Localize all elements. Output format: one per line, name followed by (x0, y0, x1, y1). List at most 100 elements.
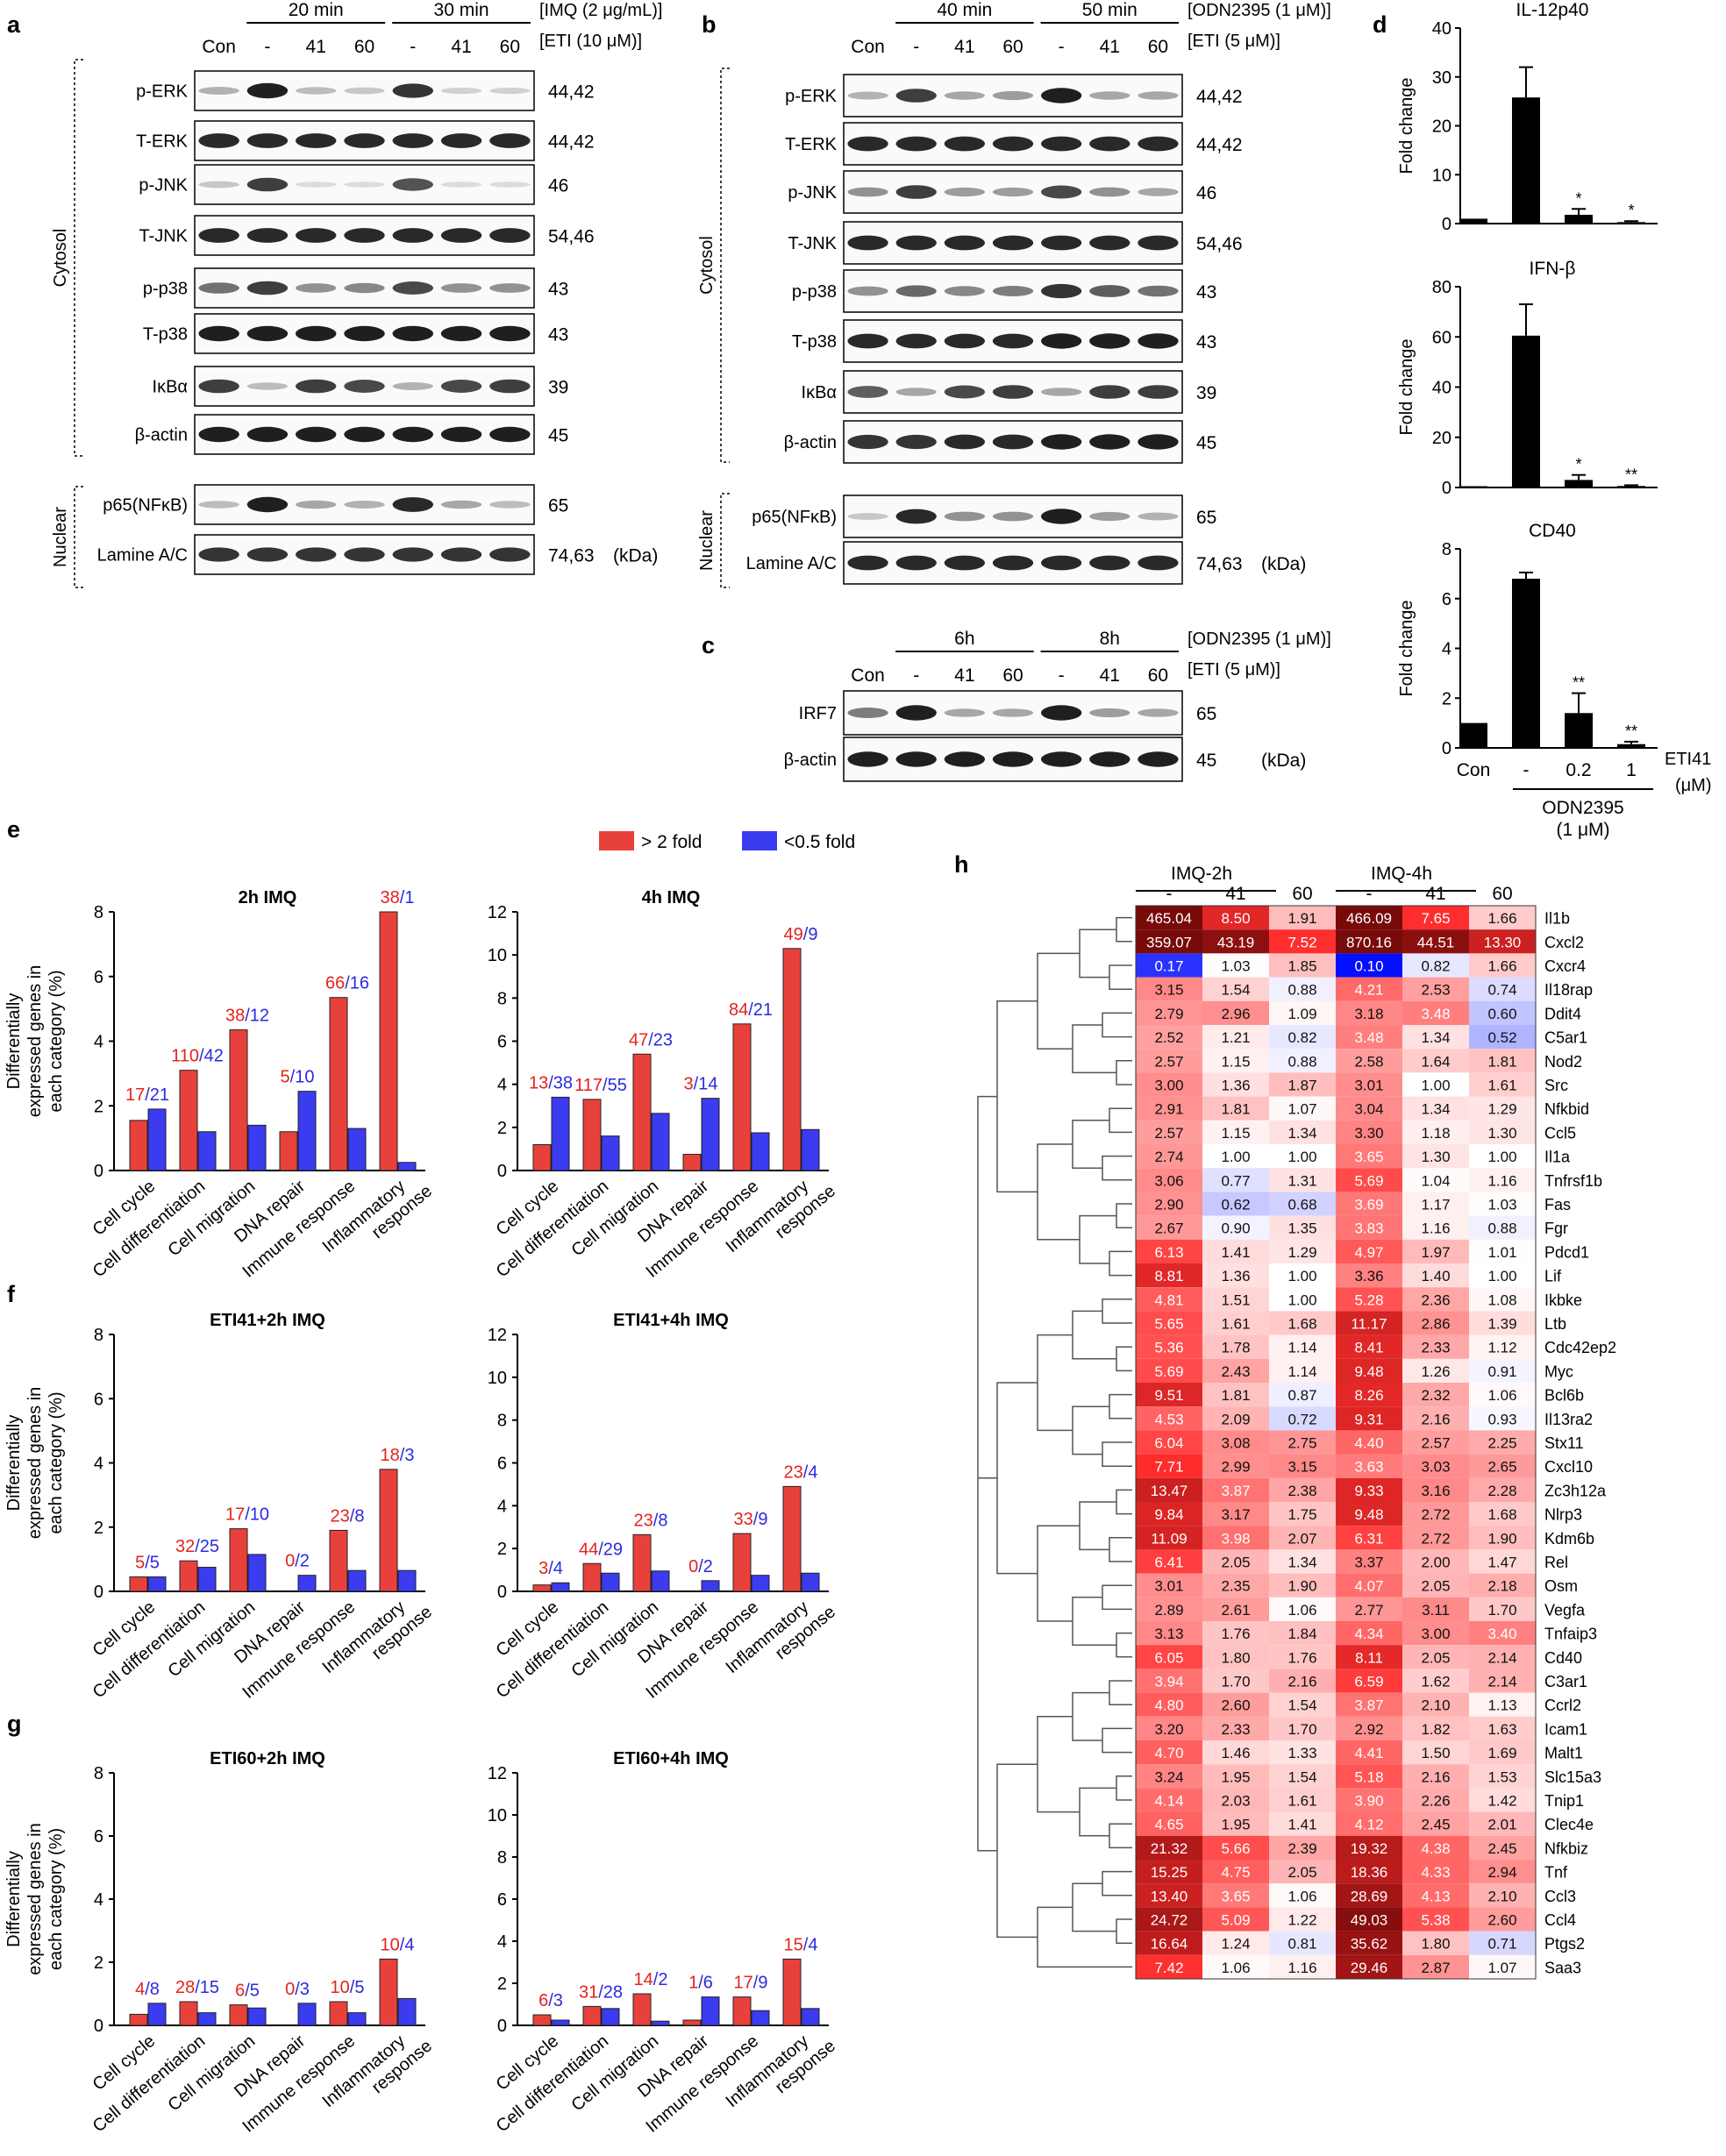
time-label: 30 min (434, 0, 489, 20)
blot-kda: 43 (1196, 282, 1216, 302)
heatmap-row: 4.65 1.95 1.41 4.12 2.45 2.01 Clec4e (1136, 1811, 1594, 1836)
heatmap-column-label: 41 (1425, 884, 1445, 904)
panel-letter-b: b (702, 11, 717, 38)
heatmap-cell (1136, 1764, 1202, 1789)
heatmap-value: 1.00 (1487, 1149, 1516, 1165)
heatmap-cell (1202, 1096, 1269, 1121)
heatmap-value: 2.79 (1154, 1006, 1183, 1022)
blot-band (198, 325, 239, 342)
count-sep: / (548, 1991, 553, 2010)
count-sep: / (145, 1554, 150, 1573)
heatmap-cell (1202, 1669, 1269, 1693)
lane-label: - (1059, 665, 1065, 686)
blot-band (1040, 185, 1082, 199)
heatmap-value: 0.82 (1421, 958, 1450, 975)
gene-label: Stx11 (1544, 1434, 1584, 1452)
blot-band (1138, 385, 1179, 399)
blot-band (944, 136, 986, 152)
blot-band (847, 708, 888, 718)
y-tick-label: 4 (497, 1932, 507, 1952)
heatmap-value: 5.09 (1221, 1912, 1250, 1929)
blot-row: p-ERK 44,42 (785, 74, 1243, 117)
gene-label: Rel (1544, 1554, 1568, 1571)
heatmap-cell (1269, 1549, 1336, 1574)
heatmap-value: 4.70 (1154, 1745, 1183, 1761)
blot-band (895, 235, 937, 251)
count-sep: / (694, 1075, 699, 1094)
blot-band (944, 511, 986, 522)
heatmap-cell (1402, 1072, 1469, 1097)
blot-row: T-JNK 54,46 (139, 215, 595, 256)
blot-band (992, 385, 1034, 399)
heatmap-value: 870.16 (1346, 934, 1392, 950)
bar-up (732, 1023, 752, 1171)
blot-row: β-actin 45 (135, 414, 568, 455)
kda-unit: (kDa) (613, 546, 658, 566)
gene-label: Zc3h12a (1544, 1482, 1607, 1499)
heatmap-value: 2.43 (1221, 1363, 1250, 1380)
count-up: 0 (688, 1557, 698, 1576)
heatmap-value: 1.09 (1287, 1006, 1316, 1022)
count-down: 10 (250, 1505, 269, 1525)
odn-conc: (1 μM) (1556, 820, 1609, 840)
heatmap-cell (1136, 1049, 1202, 1073)
blot-band (847, 235, 888, 251)
gene-label: Ddit4 (1544, 1005, 1581, 1022)
heatmap-row: 2.90 0.62 0.68 3.69 1.17 1.03 Fas (1136, 1192, 1571, 1216)
y-tick-label: 4 (497, 1497, 507, 1516)
heatmap-cell (1336, 1215, 1402, 1240)
heatmap-cell (1136, 1573, 1202, 1597)
heatmap-cell (1269, 1072, 1336, 1097)
heatmap-cell (1202, 1788, 1269, 1812)
blot-band (895, 555, 937, 571)
heatmap-cell (1136, 1716, 1202, 1740)
heatmap-cell (1136, 1860, 1202, 1884)
heatmap-value: 1.70 (1487, 1602, 1516, 1619)
heatmap-value: 4.81 (1154, 1291, 1183, 1308)
heatmap-cell (1402, 1215, 1469, 1240)
heatmap-value: 5.28 (1354, 1291, 1383, 1308)
heatmap-cell (1402, 1931, 1469, 1955)
category-label: Cell migration (164, 1597, 259, 1681)
heatmap-value: 4.13 (1421, 1888, 1450, 1904)
count-down: 4 (404, 1935, 414, 1954)
heatmap-value: 2.05 (1287, 1864, 1316, 1881)
blot-band (847, 386, 888, 398)
heatmap-value: 3.30 (1354, 1125, 1383, 1142)
heatmap-cell (1402, 1502, 1469, 1526)
cytosol-label: Cytosol (697, 236, 717, 295)
heatmap-cell (1202, 1764, 1269, 1789)
gene-label: Nod2 (1544, 1053, 1582, 1071)
chart-title: ETI60+2h IMQ (210, 1749, 325, 1768)
heatmap-value: 1.82 (1421, 1721, 1450, 1738)
heatmap-value: 1.61 (1221, 1316, 1250, 1333)
heatmap-row: 5.36 1.78 1.14 8.41 2.33 1.12 Cdc42ep2 (1136, 1334, 1616, 1359)
heatmap-cell (1402, 1621, 1469, 1646)
time-label: 6h (954, 629, 974, 649)
heatmap-value: 1.00 (1287, 1291, 1316, 1308)
count-sep: / (598, 1982, 603, 2002)
blot-band (295, 379, 337, 394)
heatmap-cell (1269, 1811, 1336, 1836)
count-sep: / (753, 1974, 759, 1993)
y-axis-label-line: Differentially (4, 1851, 24, 1947)
heatmap-value: 2.09 (1221, 1411, 1250, 1427)
heatmap-value: 2.65 (1487, 1459, 1516, 1476)
heatmap-value: 2.10 (1487, 1888, 1516, 1904)
count-down: 4 (808, 1462, 817, 1482)
heatmap-value: 2.72 (1421, 1506, 1450, 1523)
lane-label: 41 (1100, 665, 1120, 686)
heatmap-cell (1336, 1358, 1402, 1383)
bar-down (801, 1128, 820, 1171)
count-sep: / (199, 1047, 204, 1066)
heatmap-cell (1402, 977, 1469, 1001)
bar-up (532, 1584, 552, 1592)
heatmap-cell (1469, 1835, 1536, 1860)
y-tick-label: 0 (1442, 479, 1451, 498)
count-up: 31 (579, 1982, 598, 2002)
y-tick-label: 2 (497, 1975, 507, 1994)
